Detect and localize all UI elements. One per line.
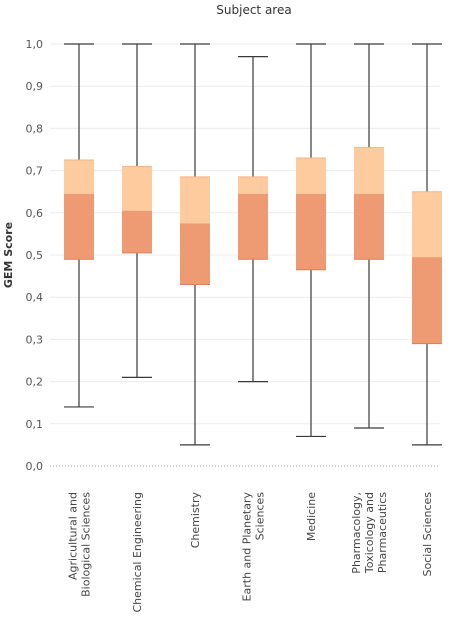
y-tick-label: 0,7: [26, 165, 44, 178]
lower-box: [412, 257, 442, 344]
y-tick-label: 0,3: [26, 333, 44, 346]
upper-box: [296, 157, 326, 194]
box-group: [64, 43, 94, 408]
box-group: [122, 43, 152, 378]
lower-box: [354, 193, 384, 260]
x-tick-label: Biological Sciences: [80, 492, 93, 597]
box-group: [412, 43, 442, 446]
chart-title: Subject area: [216, 3, 291, 17]
lower-box: [122, 210, 152, 253]
lower-box: [238, 193, 268, 260]
upper-box: [180, 176, 210, 224]
y-tick-label: 0,6: [26, 207, 44, 220]
lower-box: [180, 223, 210, 285]
upper-box: [412, 191, 442, 258]
box-group: [238, 56, 268, 383]
upper-box: [122, 166, 152, 211]
upper-box: [238, 176, 268, 194]
x-tick-label: Pharmacology,: [350, 492, 363, 574]
x-tick-label: Chemical Engineering: [131, 492, 144, 613]
y-axis-ticks: 0,0 0,1 0,2 0,3 0,4 0,5 0,6 0,7 0,8 0,9 1,0: [26, 38, 44, 473]
upper-box: [354, 147, 384, 194]
boxes: [64, 43, 442, 446]
y-tick-label: 1,0: [26, 38, 44, 51]
box-group: [354, 43, 384, 429]
box-group: [296, 43, 326, 438]
y-tick-label: 0,9: [26, 80, 44, 93]
y-tick-label: 0,8: [26, 122, 44, 135]
x-tick-label: Sciences: [254, 492, 267, 541]
x-tick-label: Chemistry: [189, 492, 202, 549]
y-axis-label: GEM Score: [2, 222, 15, 288]
x-tick-label: Pharmaceutics: [376, 492, 389, 573]
y-tick-label: 0,4: [26, 291, 44, 304]
box-group: [180, 43, 210, 446]
lower-box: [64, 193, 94, 260]
x-tick-label: Social Sciences: [421, 492, 434, 577]
x-tick-label: Medicine: [305, 492, 318, 541]
x-tick-label: Toxicology and: [363, 492, 376, 574]
y-tick-label: 0,0: [26, 460, 44, 473]
x-tick-label: Agricultural and: [67, 492, 80, 580]
lower-box: [296, 193, 326, 270]
y-tick-label: 0,2: [26, 376, 44, 389]
x-axis-labels: Agricultural and Biological Sciences Chemi…: [67, 492, 435, 613]
x-tick-label: Earth and Planetary: [241, 492, 254, 602]
y-tick-label: 0,5: [26, 249, 44, 262]
upper-box: [64, 160, 94, 194]
y-tick-label: 0,1: [26, 418, 44, 431]
